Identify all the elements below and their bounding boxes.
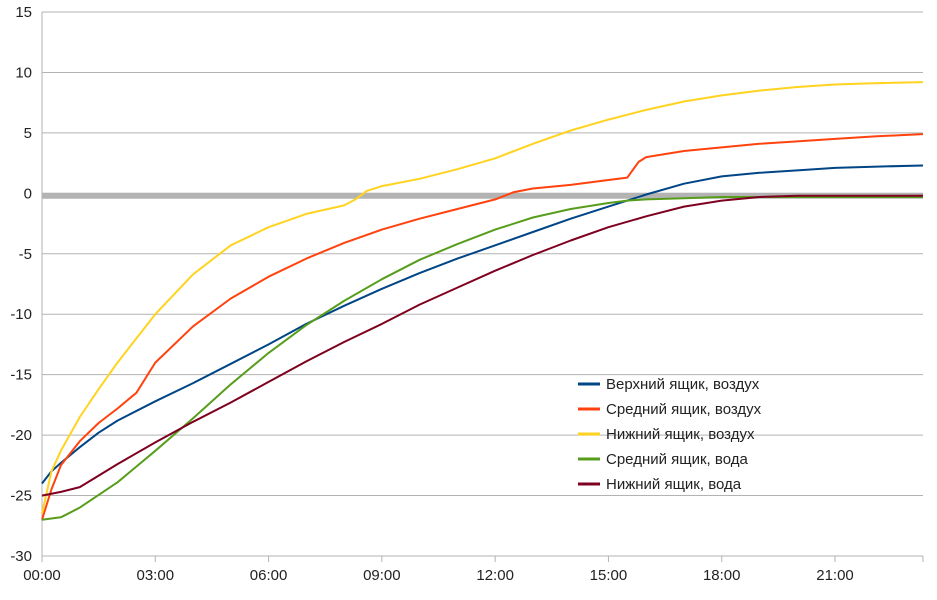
series-line-5 (41, 194, 923, 497)
x-tick-label: 09:00 (363, 567, 401, 584)
legend-label-5: Нижний ящик, вода (606, 476, 742, 493)
legend: Верхний ящик, воздух Средний ящик, воздух… (578, 376, 762, 493)
y-tick-label: 10 (15, 64, 32, 81)
y-tick-label: -15 (10, 367, 32, 384)
y-tick-label: 15 (15, 4, 32, 21)
y-tick-label: -20 (10, 427, 32, 444)
series-line-3 (41, 81, 924, 514)
x-tick-label: 18:00 (703, 567, 741, 584)
y-tick-label: -30 (10, 548, 32, 565)
x-tick-label: 03:00 (137, 567, 175, 584)
legend-label-1: Верхний ящик, воздух (606, 376, 760, 393)
series-line-2 (41, 133, 924, 520)
legend-label-3: Нижний ящик, воздух (606, 426, 755, 443)
y-tick-label: -5 (19, 246, 32, 263)
y-tick-label: -25 (10, 488, 32, 505)
x-axis: 00:00 03:00 06:00 09:00 12:00 15:00 18:00 21:00 (23, 555, 924, 584)
y-tick-label: 5 (24, 125, 32, 142)
gridlines (42, 11, 923, 557)
series-line-1 (41, 164, 924, 485)
y-axis: -30 -25 -20 -15 -10 -5 0 5 10 15 (10, 4, 43, 565)
x-tick-label: 15:00 (590, 567, 628, 584)
legend-label-2: Средний ящик, воздух (606, 401, 762, 418)
x-tick-label: 21:00 (816, 567, 854, 584)
legend-label-4: Средний ящик, вода (606, 451, 748, 468)
y-tick-label: 0 (24, 185, 32, 202)
x-tick-label: 06:00 (250, 567, 288, 584)
x-tick-label: 00:00 (23, 567, 61, 584)
y-tick-label: -10 (10, 306, 32, 323)
series-lines (41, 81, 924, 521)
x-tick-label: 12:00 (476, 567, 514, 584)
series-line-4 (41, 196, 923, 521)
